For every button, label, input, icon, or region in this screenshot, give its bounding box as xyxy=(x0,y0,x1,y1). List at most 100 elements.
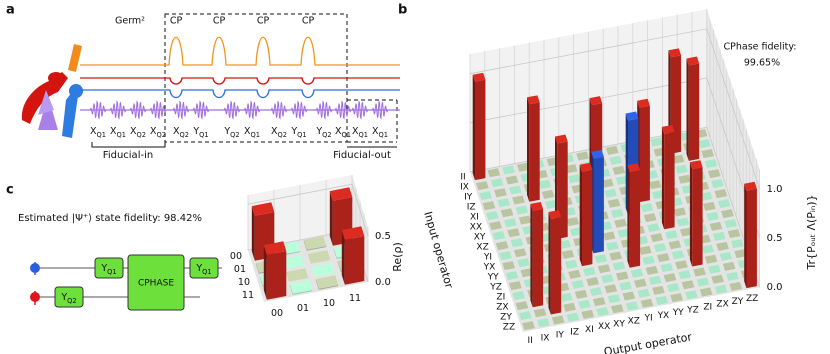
pulse-line xyxy=(80,37,400,65)
z-tick-label: 0.0 xyxy=(767,282,783,293)
gate-label: YQ2 xyxy=(223,126,239,140)
bar-front xyxy=(664,132,674,229)
bar-front xyxy=(529,102,539,201)
output-axis-label: Output operator xyxy=(603,330,693,354)
col-tick-label: 10 xyxy=(323,298,335,309)
row-tick-label: 11 xyxy=(242,290,254,301)
panel-label: b xyxy=(398,3,407,18)
fiducial-in-label: Fiducial-in xyxy=(103,150,153,161)
output-tick-label: ZX xyxy=(716,300,728,310)
gate-label: XQ1 xyxy=(110,126,126,140)
output-tick-label: IX xyxy=(541,333,550,343)
cp-label: CP xyxy=(213,16,226,27)
text-sub: Q2 xyxy=(230,131,239,139)
gate-label: XQ1 xyxy=(372,126,388,140)
gate-label: YQ1 xyxy=(290,126,306,140)
bar-front xyxy=(630,170,640,267)
gate-label: XQ1 xyxy=(90,126,106,140)
bar-side xyxy=(580,165,582,266)
gate-label: YQ1 xyxy=(192,126,208,140)
text-sub: Q2 xyxy=(137,131,146,139)
text-sub: Q2 xyxy=(67,297,76,305)
text-sub: Q1 xyxy=(379,131,388,139)
annotation: 99.65% xyxy=(744,58,780,69)
z-axis-label: Tr{Pₒᵤₜ Λ(Pᵢₙ)} xyxy=(805,194,818,270)
output-tick-label: IZ xyxy=(570,328,579,338)
input-tick-label: IX xyxy=(460,183,469,193)
bar-front xyxy=(267,251,287,300)
text-sub: Q1 xyxy=(117,131,126,139)
z-tick-label: 1.0 xyxy=(767,184,783,195)
input-axis-label: Input operator xyxy=(421,210,455,290)
bar-side xyxy=(627,165,629,267)
gate-label: CPHASE xyxy=(138,278,174,288)
row-tick-label: 00 xyxy=(230,251,242,262)
output-tick-label: XZ xyxy=(628,317,640,327)
gate-label: XQ1 xyxy=(244,126,260,140)
z-tick-label: 0.5 xyxy=(767,233,783,244)
bar-front xyxy=(582,170,592,266)
col-tick-label: 00 xyxy=(271,308,283,319)
text-sub: Q1 xyxy=(359,131,368,139)
output-tick-label: XX xyxy=(598,322,610,332)
bar-side xyxy=(744,184,746,288)
bar xyxy=(627,163,640,267)
gate-label: XQ2 xyxy=(271,126,287,140)
input-tick-label: YI xyxy=(483,253,492,263)
bar-side xyxy=(530,204,532,307)
panel-label: c xyxy=(6,183,14,198)
fidelity-text: Estimated |Ψ⁺⟩ state fidelity: 98.42% xyxy=(18,213,202,224)
bar-front xyxy=(747,189,757,288)
cp-label: CP xyxy=(170,16,183,27)
bar-side xyxy=(662,127,664,229)
text-sub: Q1 xyxy=(97,131,106,139)
input-tick-label: ZY xyxy=(500,313,512,323)
gate-label: YQ2 xyxy=(315,126,331,140)
panel-label: a xyxy=(6,3,15,18)
input-tick-label: II xyxy=(460,173,465,183)
text-sub: Q2 xyxy=(180,131,189,139)
icon-blue xyxy=(69,84,83,98)
cp-label: CP xyxy=(257,16,270,27)
bar-front xyxy=(345,236,365,285)
input-tick-label: ZZ xyxy=(503,323,515,333)
text-sub: Q2 xyxy=(278,131,287,139)
output-tick-label: XI xyxy=(585,325,594,335)
icon-orange xyxy=(68,44,82,72)
germ-label: Germ² xyxy=(115,16,145,27)
pulse-line xyxy=(80,90,400,98)
bar xyxy=(662,125,675,229)
output-tick-label: II xyxy=(528,336,533,346)
output-tick-label: YZ xyxy=(686,305,699,315)
input-tick-label: XY xyxy=(474,233,486,243)
bar-front xyxy=(640,106,650,202)
bar-side xyxy=(687,59,689,161)
bar-side xyxy=(690,162,692,266)
bar xyxy=(690,160,703,266)
input-tick-label: XI xyxy=(470,213,479,223)
icon-red xyxy=(48,72,64,84)
text-main: CPHASE xyxy=(138,278,174,288)
text-sub: Q1 xyxy=(251,131,260,139)
bar xyxy=(264,241,287,299)
bar-side xyxy=(473,75,475,180)
bar xyxy=(591,150,604,253)
gate-label: XQ1 xyxy=(352,126,368,140)
bar-side xyxy=(549,212,551,314)
row-tick-label: 01 xyxy=(234,264,246,275)
bar-front xyxy=(594,157,604,253)
bar xyxy=(744,182,757,288)
input-tick-label: XX xyxy=(470,223,482,233)
output-tick-label: YX xyxy=(657,311,670,321)
bracket xyxy=(92,142,165,147)
bar xyxy=(530,202,543,307)
annotation: CPhase fidelity: xyxy=(723,42,796,53)
z-axis-label: Re(ρ) xyxy=(391,242,404,271)
output-tick-label: YY xyxy=(672,308,684,318)
col-tick-label: 11 xyxy=(349,293,361,304)
icon-blue xyxy=(62,92,78,138)
cp-label: CP xyxy=(302,16,315,27)
bar-front xyxy=(533,209,543,307)
input-tick-label: ZI xyxy=(496,293,505,303)
